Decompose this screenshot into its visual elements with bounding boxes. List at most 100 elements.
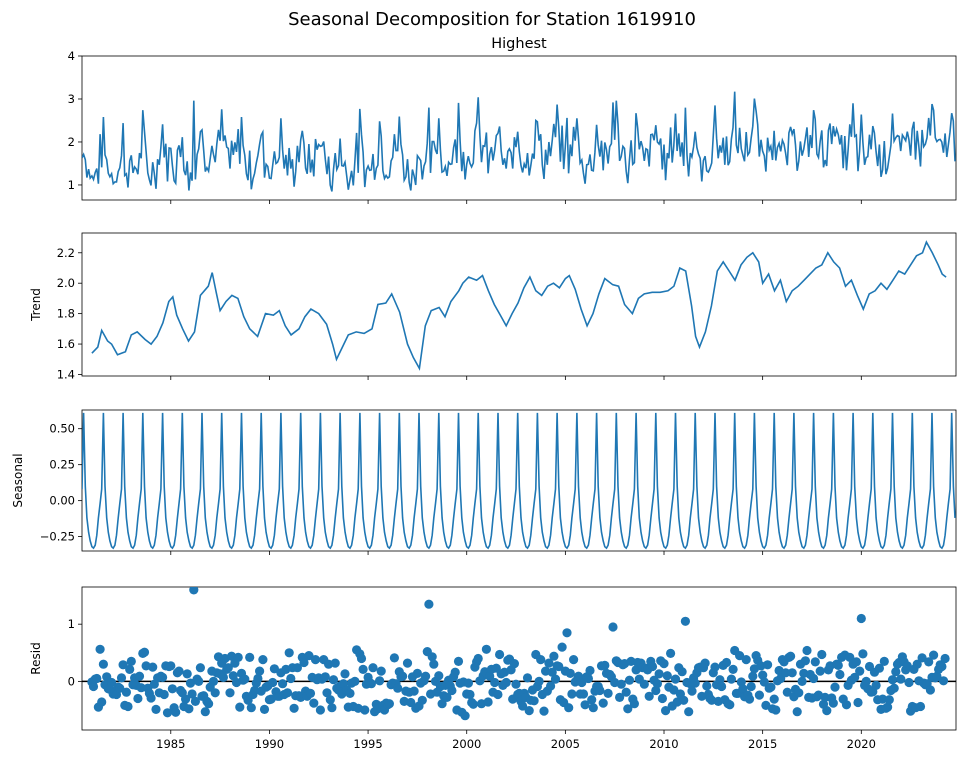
resid-point — [223, 663, 233, 673]
resid-point — [800, 656, 811, 666]
resid-point — [623, 704, 633, 714]
resid-point — [554, 661, 564, 672]
resid-point — [549, 651, 559, 661]
resid-point — [726, 674, 737, 684]
resid-point — [181, 694, 191, 704]
resid-point — [92, 673, 102, 684]
resid-axes-frame — [81, 586, 957, 731]
resid-ytick-label: 1 — [68, 617, 75, 631]
resid-point — [424, 599, 434, 609]
resid-point — [194, 676, 204, 687]
resid-point — [547, 667, 557, 677]
resid-point — [565, 668, 575, 679]
resid-point — [835, 669, 845, 680]
resid-point — [557, 642, 567, 652]
resid-point — [735, 651, 745, 661]
resid-point — [195, 663, 205, 673]
resid-point — [744, 694, 755, 704]
resid-point — [904, 677, 914, 688]
resid-point — [360, 705, 370, 715]
resid-point — [629, 699, 640, 709]
resid-point — [887, 675, 898, 685]
resid-point — [822, 706, 832, 716]
resid-point — [608, 622, 618, 632]
xtick-label: 2000 — [452, 737, 481, 751]
resid-point — [677, 667, 687, 677]
resid-point — [662, 671, 672, 681]
resid-point — [437, 699, 447, 709]
resid-point — [810, 657, 820, 667]
resid-point — [305, 688, 316, 699]
resid-point — [797, 676, 807, 687]
resid-point — [524, 706, 534, 716]
resid-point — [340, 669, 350, 679]
resid-point — [754, 690, 765, 700]
resid-point — [107, 677, 117, 688]
resid-point — [769, 694, 779, 704]
resid-point — [871, 680, 881, 691]
resid-point — [940, 653, 950, 664]
resid-point — [855, 666, 865, 676]
panel-observed: Highest 1 2 3 4 — [68, 36, 957, 204]
figure-title: Seasonal Decomposition for Station 16199… — [288, 9, 696, 30]
resid-point — [659, 659, 669, 669]
trend-ylabel: Trend — [29, 288, 43, 322]
resid-point — [700, 658, 710, 668]
resid-point — [792, 707, 802, 717]
resid-point — [356, 653, 367, 664]
resid-point — [657, 693, 668, 704]
xtick-label: 1985 — [156, 737, 185, 751]
resid-point — [97, 697, 107, 707]
trend-ytick-label: 1.8 — [57, 307, 75, 321]
resid-point — [924, 657, 934, 667]
resid-point — [121, 687, 131, 697]
resid-point — [929, 650, 939, 660]
xtick-label: 2010 — [649, 737, 678, 751]
resid-point — [358, 664, 368, 675]
resid-point — [384, 699, 394, 709]
seasonal-ytick-label: −0.25 — [40, 530, 75, 544]
resid-point — [644, 691, 654, 701]
resid-point — [126, 656, 136, 667]
resid-point — [233, 652, 243, 663]
resid-point — [580, 700, 590, 710]
resid-point — [376, 666, 386, 676]
resid-point — [282, 688, 293, 698]
resid-point — [210, 688, 220, 698]
seasonal-ytick-label: 0.00 — [49, 494, 75, 508]
resid-point — [246, 703, 256, 713]
resid-point — [616, 679, 626, 689]
resid-point — [421, 671, 431, 681]
resid-point — [509, 659, 519, 669]
resid-point — [759, 677, 769, 687]
resid-point — [450, 667, 460, 677]
resid-point — [851, 657, 862, 667]
resid-point — [598, 698, 608, 708]
resid-point — [159, 689, 169, 700]
xtick-label: 1990 — [255, 737, 284, 751]
resid-point — [389, 653, 399, 663]
seasonal-ytick-label: 0.50 — [49, 422, 75, 436]
resid-point — [190, 696, 200, 707]
resid-point — [639, 679, 649, 689]
resid-point — [139, 647, 150, 657]
trend-series-line — [91, 240, 947, 371]
resid-point — [853, 697, 863, 708]
resid-point — [809, 673, 819, 684]
panels-group: Highest 1 2 3 4 Trend 1.4 1.6 1.8 2.0 2.2 Seasonal −… — [11, 36, 957, 751]
resid-point — [182, 669, 192, 679]
resid-point — [259, 704, 270, 715]
resid-point — [268, 677, 278, 688]
seasonal-ylabel: Seasonal — [11, 453, 25, 507]
resid-point — [529, 696, 539, 706]
resid-point — [304, 651, 314, 661]
resid-point — [845, 652, 855, 663]
resid-point — [511, 679, 521, 689]
resid-point — [133, 693, 143, 704]
resid-point — [850, 672, 860, 683]
resid-point — [794, 688, 804, 698]
resid-point — [518, 701, 528, 711]
xtick-label: 2020 — [847, 737, 876, 751]
xtick-label: 2005 — [551, 737, 580, 751]
resid-point — [95, 644, 105, 654]
